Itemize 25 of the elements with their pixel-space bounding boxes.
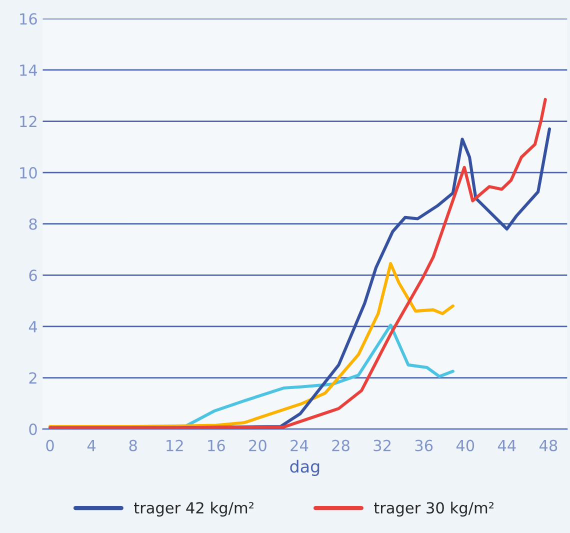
x-tick-label: 44 <box>498 440 516 452</box>
x-tick-label: 12 <box>166 440 183 452</box>
legend-label: trager 30 kg/m² <box>374 502 494 517</box>
x-tick-label: 32 <box>374 440 390 452</box>
x-tick-label: 24 <box>290 440 308 452</box>
x-tick-label: 48 <box>539 440 558 452</box>
x-tick-label: 0 <box>46 440 54 452</box>
y-tick-label: 16 <box>20 13 37 25</box>
x-tick-label: 20 <box>249 440 266 452</box>
y-tick-label: 14 <box>20 64 38 76</box>
x-tick-label: 40 <box>456 440 474 452</box>
x-tick-label: 28 <box>332 440 350 452</box>
x-tick-label: 16 <box>208 440 225 452</box>
y-tick-label: 12 <box>20 116 36 128</box>
y-tick-label: 10 <box>20 167 37 179</box>
x-tick-label: 36 <box>415 440 433 452</box>
y-tick-label: 4 <box>28 321 38 332</box>
x-tick-label: 8 <box>129 440 137 452</box>
y-tick-label: 8 <box>29 218 37 230</box>
legend-label: trager 42 kg/m² <box>134 502 254 517</box>
x-tick-label: 4 <box>87 440 96 452</box>
y-tick-label: 0 <box>29 424 37 436</box>
y-tick-label: 2 <box>29 372 36 384</box>
x-axis-title: dag <box>290 460 320 476</box>
y-tick-label: 6 <box>29 270 37 282</box>
